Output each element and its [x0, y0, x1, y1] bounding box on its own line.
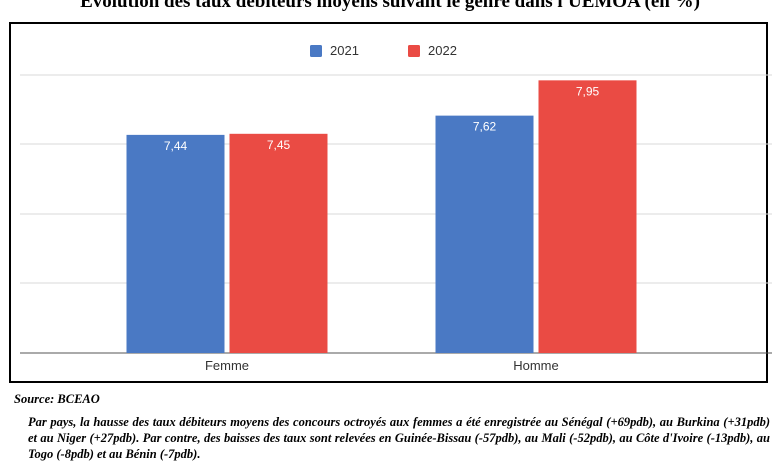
legend-label: 2022 [428, 43, 457, 58]
data-label: 7,44 [164, 139, 188, 153]
data-label: 7,45 [267, 138, 291, 152]
body-paragraph: Par pays, la hausse des taux débiteurs m… [28, 415, 770, 461]
legend-label: 2021 [330, 43, 359, 58]
x-tick-label: Femme [205, 358, 249, 373]
data-label: 7,95 [576, 84, 600, 98]
data-label: 7,62 [473, 120, 497, 134]
bar-femme-2022 [229, 133, 328, 353]
bar-femme-2021 [126, 134, 225, 353]
legend-swatch [408, 45, 420, 57]
legend-swatch [310, 45, 322, 57]
x-tick-label: Homme [513, 358, 559, 373]
bar-homme-2021 [435, 115, 534, 353]
chart-title: Evolution des taux débiteurs moyens suiv… [80, 0, 700, 12]
bar-chart: 2021 2022 7,44 7,45 Femme 7,62 7,95 Homme [20, 43, 772, 373]
source-note: Source: BCEAO [14, 392, 100, 406]
bar-homme-2022 [538, 80, 637, 353]
